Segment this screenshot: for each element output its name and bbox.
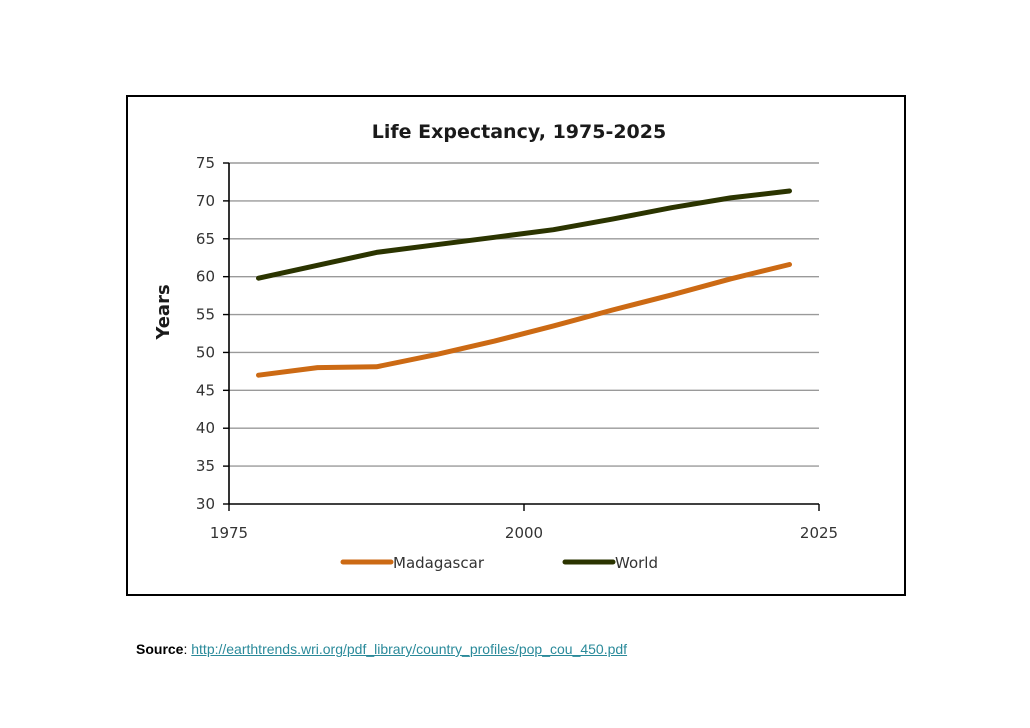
gridlines bbox=[229, 162, 819, 467]
series-line-madagascar bbox=[256, 262, 792, 378]
y-tick-label: 50 bbox=[196, 343, 215, 361]
axes: 30 35 40 45 50 55 60 65 70 75 1975 2000 2025 bbox=[196, 154, 838, 542]
x-tick-label: 2000 bbox=[505, 524, 543, 542]
x-tick-label: 2025 bbox=[800, 524, 838, 542]
x-tick-label: 1975 bbox=[210, 524, 248, 542]
series-line-world bbox=[256, 188, 792, 281]
life-expectancy-chart: Life Expectancy, 1975-2025 Years 30 35 40 4… bbox=[153, 121, 838, 572]
y-tick-label: 75 bbox=[196, 154, 215, 172]
chart-title: Life Expectancy, 1975-2025 bbox=[372, 121, 666, 143]
source-label: Source bbox=[136, 641, 184, 657]
y-tick-label: 70 bbox=[196, 192, 215, 210]
legend: Madagascar World bbox=[340, 554, 658, 572]
y-tick-label: 65 bbox=[196, 230, 215, 248]
y-tick-label: 55 bbox=[196, 306, 215, 324]
series-lines bbox=[256, 188, 792, 378]
y-axis-title: Years bbox=[153, 284, 174, 340]
chart-frame: Life Expectancy, 1975-2025 Years 30 35 40 4… bbox=[126, 95, 906, 596]
y-tick-label: 40 bbox=[196, 419, 215, 437]
y-tick-label: 35 bbox=[196, 457, 215, 475]
legend-label-madagascar: Madagascar bbox=[393, 554, 485, 572]
source-separator: : bbox=[183, 641, 188, 657]
source-citation: Source: http://earthtrends.wri.org/pdf_l… bbox=[136, 641, 627, 657]
y-tick-label: 45 bbox=[196, 381, 215, 399]
legend-label-world: World bbox=[615, 554, 658, 572]
y-tick-label: 60 bbox=[196, 268, 215, 286]
source-link[interactable]: http://earthtrends.wri.org/pdf_library/c… bbox=[191, 641, 628, 657]
y-tick-label: 30 bbox=[196, 495, 215, 513]
